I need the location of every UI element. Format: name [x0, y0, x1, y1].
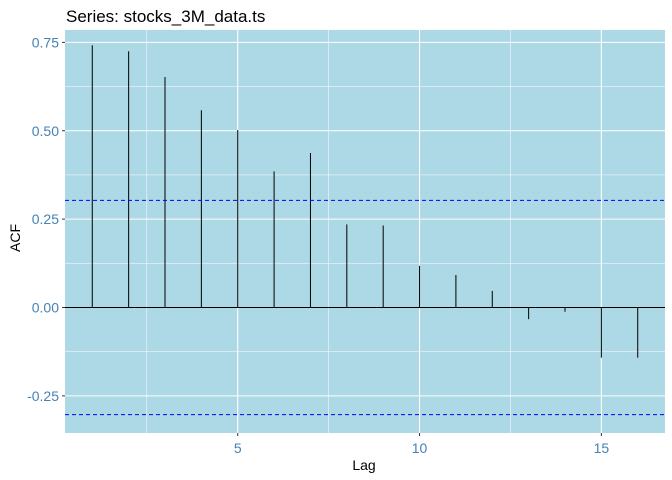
x-axis-title: Lag — [352, 457, 375, 473]
confidence-bounds — [65, 199, 665, 416]
x-axis-ticks: 5 10 15 — [234, 433, 610, 456]
y-tick-label: 0.00 — [32, 300, 59, 316]
y-axis-title: ACF — [7, 224, 23, 252]
y-tick-label: -0.25 — [27, 388, 59, 404]
y-tick-label: 0.25 — [32, 211, 59, 227]
x-tick-label: 15 — [594, 440, 610, 456]
y-tick-label: 0.75 — [32, 34, 59, 50]
plot-panel — [65, 30, 665, 433]
x-tick-label: 5 — [234, 440, 242, 456]
y-tick-label: 0.50 — [32, 123, 59, 139]
acf-bars — [91, 45, 639, 358]
y-axis-ticks: -0.25 0.00 0.25 0.50 0.75 — [27, 34, 65, 404]
chart-title: Series: stocks_3M_data.ts — [66, 7, 265, 26]
x-tick-label: 10 — [412, 440, 428, 456]
